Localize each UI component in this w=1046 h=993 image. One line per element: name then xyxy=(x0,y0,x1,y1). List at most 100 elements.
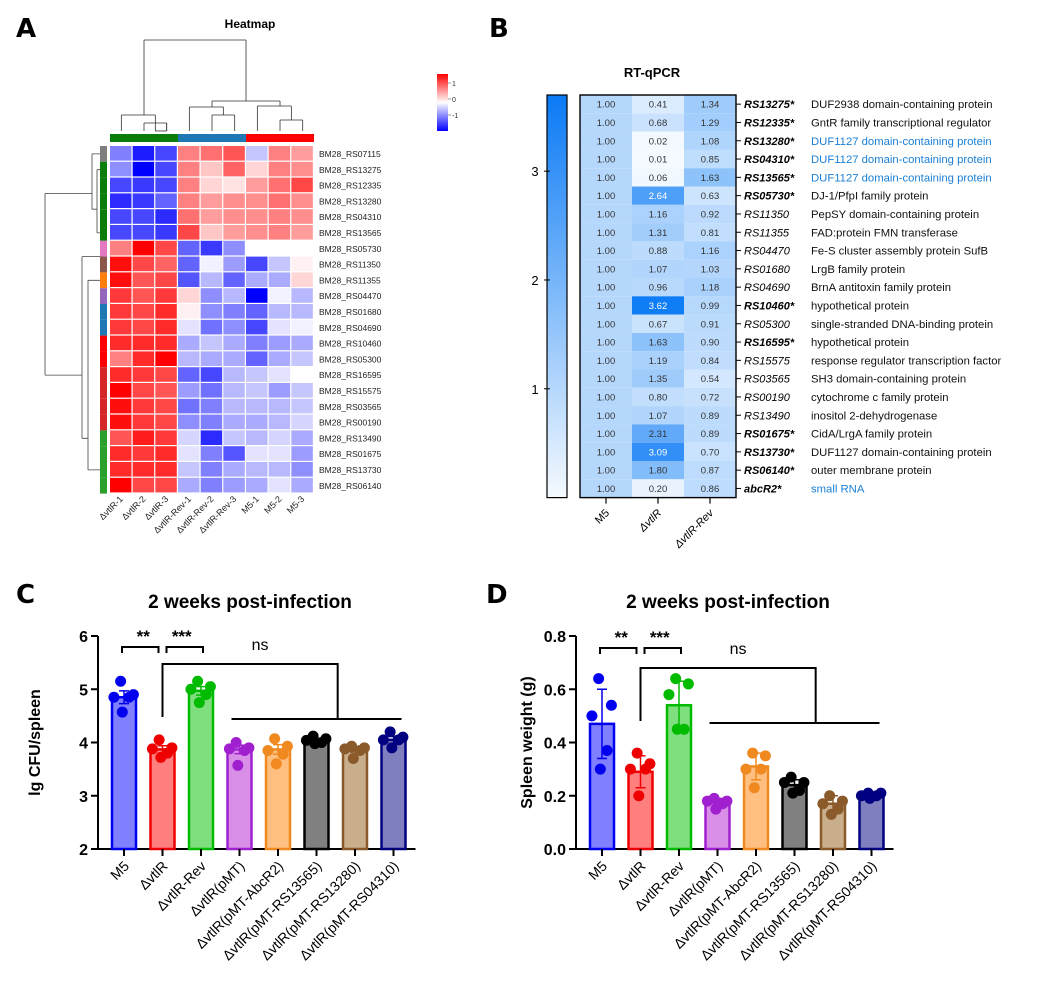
heatmap-cell xyxy=(200,446,223,461)
heatmap-cell xyxy=(246,161,268,177)
row-label: BM28_RS11355 xyxy=(319,275,381,285)
heatmap-cell xyxy=(246,272,268,287)
heatmap-cell xyxy=(223,430,245,445)
heatmap-cell xyxy=(291,367,313,382)
heatmap-cell xyxy=(155,430,177,445)
column-group-bar xyxy=(246,134,315,142)
heatmap-cell xyxy=(632,241,684,260)
heatmap-cell xyxy=(200,383,223,398)
row-cluster-color xyxy=(100,256,107,273)
heatmap-cell xyxy=(291,146,313,161)
dendrogram-branch xyxy=(44,193,92,376)
heatmap-cell xyxy=(110,462,132,477)
cell-value: 1.00 xyxy=(597,411,616,422)
row-cluster-color xyxy=(100,209,107,225)
cell-value: 1.00 xyxy=(597,246,616,257)
cell-value: 1.00 xyxy=(597,209,616,220)
bar xyxy=(149,748,176,851)
row-cluster-color xyxy=(100,146,107,162)
gene-id: RS05730* xyxy=(744,191,795,203)
row-label: BM28_RS13730 xyxy=(319,465,382,475)
panel-label-b: B xyxy=(489,14,509,44)
gene-description: DUF1127 domain-containing protein xyxy=(811,136,992,148)
data-point xyxy=(640,763,652,775)
gene-id: RS10460* xyxy=(744,300,795,312)
heatmap-cell xyxy=(291,193,313,208)
heatmap-cell xyxy=(632,131,684,150)
data-point xyxy=(270,758,282,770)
y-tick-label: 0.2 xyxy=(544,789,566,806)
gene-id: RS13565* xyxy=(744,172,795,184)
gene-id: RS13275* xyxy=(744,99,795,111)
heatmap-cell xyxy=(291,335,313,351)
heatmap-cell xyxy=(155,477,177,493)
data-point xyxy=(593,673,605,685)
cell-value: 2.64 xyxy=(649,191,668,202)
gene-description: GntR family transcriptional regulator xyxy=(811,117,991,129)
row-label: BM28_RS06140 xyxy=(319,481,382,491)
heatmap-cell xyxy=(200,398,223,414)
heatmap-cell xyxy=(291,414,313,430)
heatmap-cell xyxy=(110,335,132,351)
legend-tick-label: 0 xyxy=(452,97,456,104)
gene-description: outer membrane protein xyxy=(811,465,932,477)
cell-value: 1.29 xyxy=(701,118,720,129)
heatmap-cell xyxy=(110,193,132,208)
cell-value: 0.20 xyxy=(649,484,668,495)
cell-value: 0.85 xyxy=(701,155,720,166)
heatmap-cell xyxy=(632,278,684,297)
data-point xyxy=(817,798,829,810)
cell-value: 0.02 xyxy=(649,136,668,147)
cell-value: 0.01 xyxy=(649,155,668,166)
heatmap-cell xyxy=(132,304,155,319)
heatmap-cell xyxy=(110,225,132,240)
heatmap-cell xyxy=(155,209,177,224)
heatmap-cell xyxy=(291,161,313,177)
heatmap-cell xyxy=(178,240,200,256)
data-point xyxy=(269,733,281,745)
heatmap-cell xyxy=(268,430,291,445)
heatmap-cell xyxy=(110,177,132,193)
heatmap-cell xyxy=(155,335,177,351)
significance-label: *** xyxy=(650,628,670,647)
data-point xyxy=(864,792,876,804)
heatmap-cell xyxy=(268,398,291,414)
cell-value: 0.88 xyxy=(649,246,668,257)
heatmap-cell xyxy=(155,240,177,256)
heatmap-cell xyxy=(580,424,632,443)
cell-value: 1.00 xyxy=(597,392,616,403)
heatmap-cell xyxy=(223,240,245,256)
heatmap-cell xyxy=(110,146,132,161)
row-cluster-color xyxy=(100,335,107,352)
row-cluster-color xyxy=(100,398,107,415)
cell-value: 0.06 xyxy=(649,173,668,184)
cell-value: 1.00 xyxy=(597,173,616,184)
row-label: BM28_RS13280 xyxy=(319,196,382,206)
heatmap-cell xyxy=(268,193,291,208)
heatmap-cell xyxy=(246,209,268,224)
heatmap-cell xyxy=(684,149,736,169)
gene-description: DUF2938 domain-containing protein xyxy=(811,99,992,111)
data-point xyxy=(586,710,598,722)
row-cluster-color xyxy=(100,430,107,447)
row-label: BM28_RS03565 xyxy=(319,402,382,412)
gene-id: RS05300 xyxy=(744,319,791,331)
heatmap-cell xyxy=(246,288,268,303)
row-cluster-color xyxy=(100,351,107,368)
heatmap-cell xyxy=(132,288,155,303)
data-point xyxy=(239,744,251,756)
cell-value: 1.00 xyxy=(597,155,616,166)
heatmap-cell xyxy=(580,406,632,425)
gene-description: small RNA xyxy=(811,483,865,495)
cell-value: 1.00 xyxy=(597,374,616,385)
row-label: BM28_RS11350 xyxy=(319,260,381,270)
y-tick-label: 0.4 xyxy=(544,736,566,753)
heatmap-cell xyxy=(110,446,132,461)
gene-description: DUF1127 domain-containing protein xyxy=(811,154,992,166)
bar xyxy=(858,794,885,851)
row-label: BM28_RS04470 xyxy=(319,291,382,301)
cell-value: 0.84 xyxy=(701,356,720,367)
data-point xyxy=(155,751,167,763)
heatmap-cell xyxy=(178,146,200,161)
